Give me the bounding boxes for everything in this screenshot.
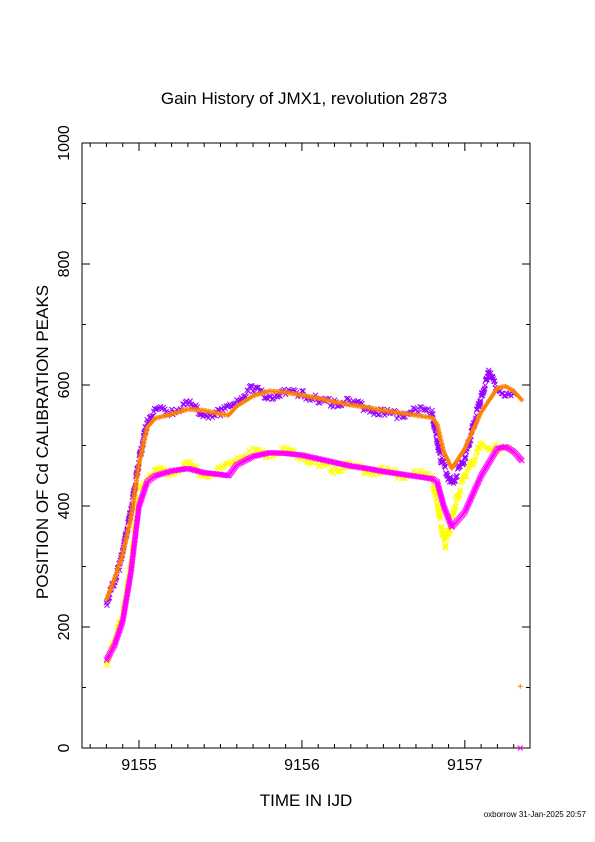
data-point — [261, 394, 268, 401]
x-tick-label: 9156 — [284, 757, 320, 774]
x-tick-label: 9157 — [447, 757, 483, 774]
data-point — [477, 397, 484, 404]
data-point — [300, 388, 307, 394]
data-point — [187, 398, 194, 404]
data-point — [517, 745, 524, 751]
data-point — [443, 542, 449, 549]
y-tick-label: 0 — [56, 743, 73, 752]
chart-title: Gain History of JMX1, revolution 2873 — [161, 89, 447, 108]
data-point — [104, 662, 110, 669]
y-axis-ticks: 0 200 400 600 800 1000 — [56, 125, 530, 752]
x-axis-ticks: 9155 9156 9157 — [89, 143, 515, 774]
y-tick-label: 200 — [56, 614, 73, 641]
data-points — [103, 367, 525, 751]
data-point — [187, 458, 194, 465]
data-point — [442, 464, 449, 470]
data-point — [333, 465, 339, 472]
data-point — [460, 461, 467, 467]
data-point — [376, 411, 383, 418]
x-tick-label: 9155 — [121, 757, 157, 774]
data-point — [248, 445, 255, 452]
data-point — [477, 399, 484, 406]
data-point — [508, 392, 514, 399]
data-point — [433, 495, 440, 502]
data-point — [433, 496, 440, 503]
data-point — [245, 388, 252, 395]
data-point — [168, 406, 175, 413]
data-point — [469, 461, 476, 468]
y-tick-label: 1000 — [56, 125, 73, 161]
data-point — [462, 453, 469, 460]
data-point — [247, 383, 254, 389]
data-point — [518, 396, 524, 402]
data-point — [482, 382, 489, 389]
data-point — [519, 397, 525, 403]
y-tick-label: 400 — [56, 493, 73, 520]
data-point — [255, 384, 261, 391]
data-point — [463, 473, 469, 480]
data-point — [519, 457, 525, 464]
data-point — [462, 472, 469, 478]
data-point — [433, 420, 439, 426]
data-point — [437, 515, 444, 522]
data-point — [473, 453, 479, 460]
y-tick-label: 800 — [56, 251, 73, 278]
data-point — [481, 387, 488, 393]
x-axis-label: TIME IN IJD — [260, 791, 353, 810]
data-point — [489, 374, 496, 381]
data-point — [249, 383, 255, 389]
data-point — [425, 406, 432, 412]
y-tick-label: 600 — [56, 372, 73, 399]
data-point — [214, 464, 221, 471]
data-point — [454, 473, 460, 480]
data-point — [517, 683, 523, 689]
footer-credit: oxborrow 31-Jan-2025 20:57 — [484, 810, 587, 819]
data-point — [375, 411, 381, 418]
y-axis-label: POSITION OF Cd CALIBRATION PEAKS — [33, 285, 52, 599]
data-point — [330, 470, 337, 477]
plot-frame — [81, 142, 531, 749]
data-point — [442, 544, 449, 551]
data-point — [457, 487, 464, 494]
data-point — [394, 415, 400, 422]
data-point — [249, 394, 255, 400]
data-point — [381, 412, 388, 419]
data-point — [434, 503, 441, 510]
data-point — [462, 455, 469, 462]
